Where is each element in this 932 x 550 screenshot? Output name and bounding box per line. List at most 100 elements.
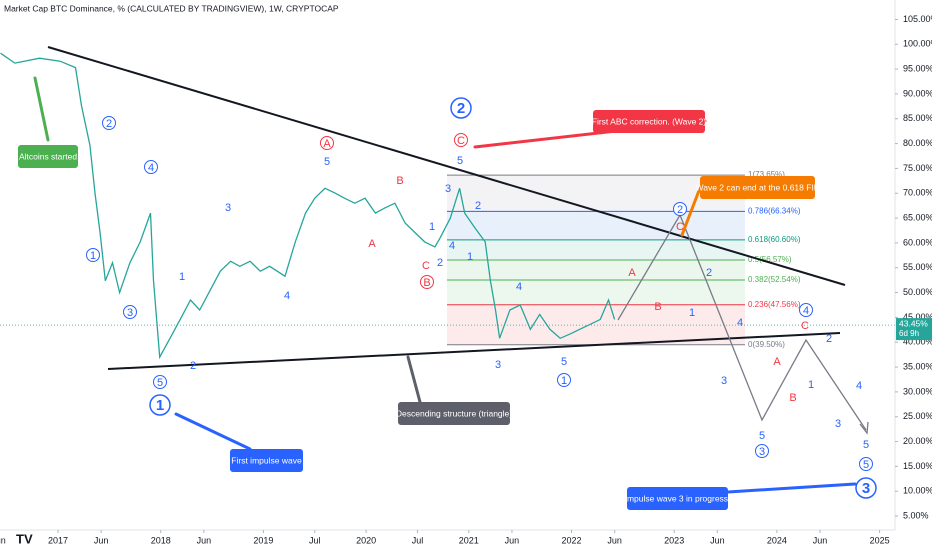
- wave-circle: [855, 477, 877, 499]
- wave-circle: [320, 136, 334, 150]
- wave-label: 4: [856, 380, 862, 392]
- wave-circle: [420, 275, 434, 289]
- wave-circle: [454, 133, 468, 147]
- wave-label: B: [423, 277, 430, 289]
- fib-label: 0.618(60.60%): [748, 235, 801, 244]
- callout-box: [593, 110, 705, 133]
- fib-label: 0.786(66.34%): [748, 207, 801, 216]
- wave-circle: [859, 457, 873, 471]
- y-tick-label: 95.00%: [903, 63, 932, 73]
- logo: TV: [16, 531, 33, 546]
- callout-pointer: [406, 355, 422, 404]
- fib-band: [447, 239, 745, 260]
- wave-label: 5: [157, 377, 163, 389]
- callout-text: First impulse wave: [231, 455, 302, 465]
- wave-label: 1: [429, 221, 435, 233]
- chart-title: Market Cap BTC Dominance, % (CALCULATED …: [4, 3, 339, 13]
- callout-text: Altcoins started: [19, 151, 77, 161]
- wave-label: 2: [677, 204, 683, 216]
- wave-circle: [144, 160, 158, 174]
- wave-circle: [450, 97, 472, 119]
- y-tick-label: 30.00%: [903, 386, 932, 396]
- x-tick-label: 2021: [459, 535, 479, 545]
- callout-pointer: [680, 186, 702, 237]
- wave-label: A: [323, 138, 331, 150]
- wave-label: 1: [689, 307, 695, 319]
- wave-label: 1: [808, 379, 814, 391]
- price-line: [0, 52, 616, 360]
- wave-label: 4: [449, 240, 455, 252]
- wave-label: 5: [759, 430, 765, 442]
- wave-label: 2: [475, 200, 481, 212]
- wave-label: B: [789, 392, 796, 404]
- wave-circle: [755, 444, 769, 458]
- fib-label: 0(39.50%): [748, 340, 785, 349]
- x-tick-label: 2023: [664, 535, 684, 545]
- callout-text: Wave 2 can end at the 0.618 FIB: [696, 182, 820, 192]
- x-tick-label: 2019: [253, 535, 273, 545]
- price-tag-countdown: 6d 9h: [899, 329, 919, 338]
- callout-text: Impulse wave 3 in progress.: [625, 493, 731, 503]
- wave-label: 3: [835, 418, 841, 430]
- callout-text: Descending structure (triangle): [396, 408, 512, 418]
- x-tick-label: Jun: [505, 535, 520, 545]
- wave-label: 3: [759, 446, 765, 458]
- wave-circle: [86, 248, 100, 262]
- callout-box: [398, 402, 510, 425]
- y-tick-label: 80.00%: [903, 138, 932, 148]
- trendline: [107, 332, 841, 370]
- wave-label: 1: [467, 251, 473, 263]
- y-tick-label: 65.00%: [903, 212, 932, 222]
- wave-circle: [149, 394, 171, 416]
- callout-pointer: [33, 76, 50, 142]
- wave-label: 2: [190, 360, 196, 372]
- price-tag: [896, 318, 932, 341]
- wave-label: 5: [863, 459, 869, 471]
- x-tick-label: Jul: [412, 535, 424, 545]
- wave-label: 1: [90, 250, 96, 262]
- wave-label: 4: [148, 162, 154, 174]
- y-tick-label: 25.00%: [903, 411, 932, 421]
- x-tick-label: 2022: [561, 535, 581, 545]
- wave-label: A: [368, 238, 376, 250]
- y-tick-label: 100.00%: [903, 39, 932, 49]
- fib-label: 0.382(52.54%): [748, 275, 801, 284]
- wave-label: 2: [437, 257, 443, 269]
- wave-label: 4: [284, 290, 290, 302]
- wave-label: 1: [179, 271, 185, 283]
- y-tick-label: 105.00%: [903, 14, 932, 24]
- wave-label: 5: [324, 156, 330, 168]
- fib-band: [447, 211, 745, 240]
- fib-band: [447, 279, 745, 305]
- y-tick-label: 60.00%: [903, 237, 932, 247]
- price-tag-label: 43.45%: [899, 318, 928, 328]
- wave-label: 5: [561, 356, 567, 368]
- callout-text: First ABC correction. (Wave 2): [592, 116, 707, 126]
- wave-circle: [102, 116, 116, 130]
- wave-label: 1: [561, 375, 567, 387]
- x-tick-label: Jun: [94, 535, 109, 545]
- x-tick-label: 2024: [767, 535, 787, 545]
- wave-label: B: [654, 301, 661, 313]
- y-tick-label: 70.00%: [903, 188, 932, 198]
- wave-circle: [799, 303, 813, 317]
- wave-label: 4: [516, 281, 522, 293]
- wave-label: 5: [863, 439, 869, 451]
- callout-pointer: [726, 482, 857, 494]
- fib-band: [447, 304, 745, 345]
- callout-box: [18, 145, 78, 168]
- y-tick-label: 55.00%: [903, 262, 932, 272]
- y-tick-label: 35.00%: [903, 361, 932, 371]
- wave-label: 2: [106, 118, 112, 130]
- y-tick-label: 45.00%: [903, 312, 932, 322]
- callout-box: [230, 449, 303, 472]
- wave-circle: [123, 305, 137, 319]
- wave-label: 2: [706, 267, 712, 279]
- wave-label: 3: [445, 183, 451, 195]
- y-tick-label: 5.00%: [903, 510, 929, 520]
- wave-label: C: [801, 320, 809, 332]
- trendline: [47, 46, 846, 286]
- y-tick-label: 75.00%: [903, 163, 932, 173]
- x-tick-label: 2020: [356, 535, 376, 545]
